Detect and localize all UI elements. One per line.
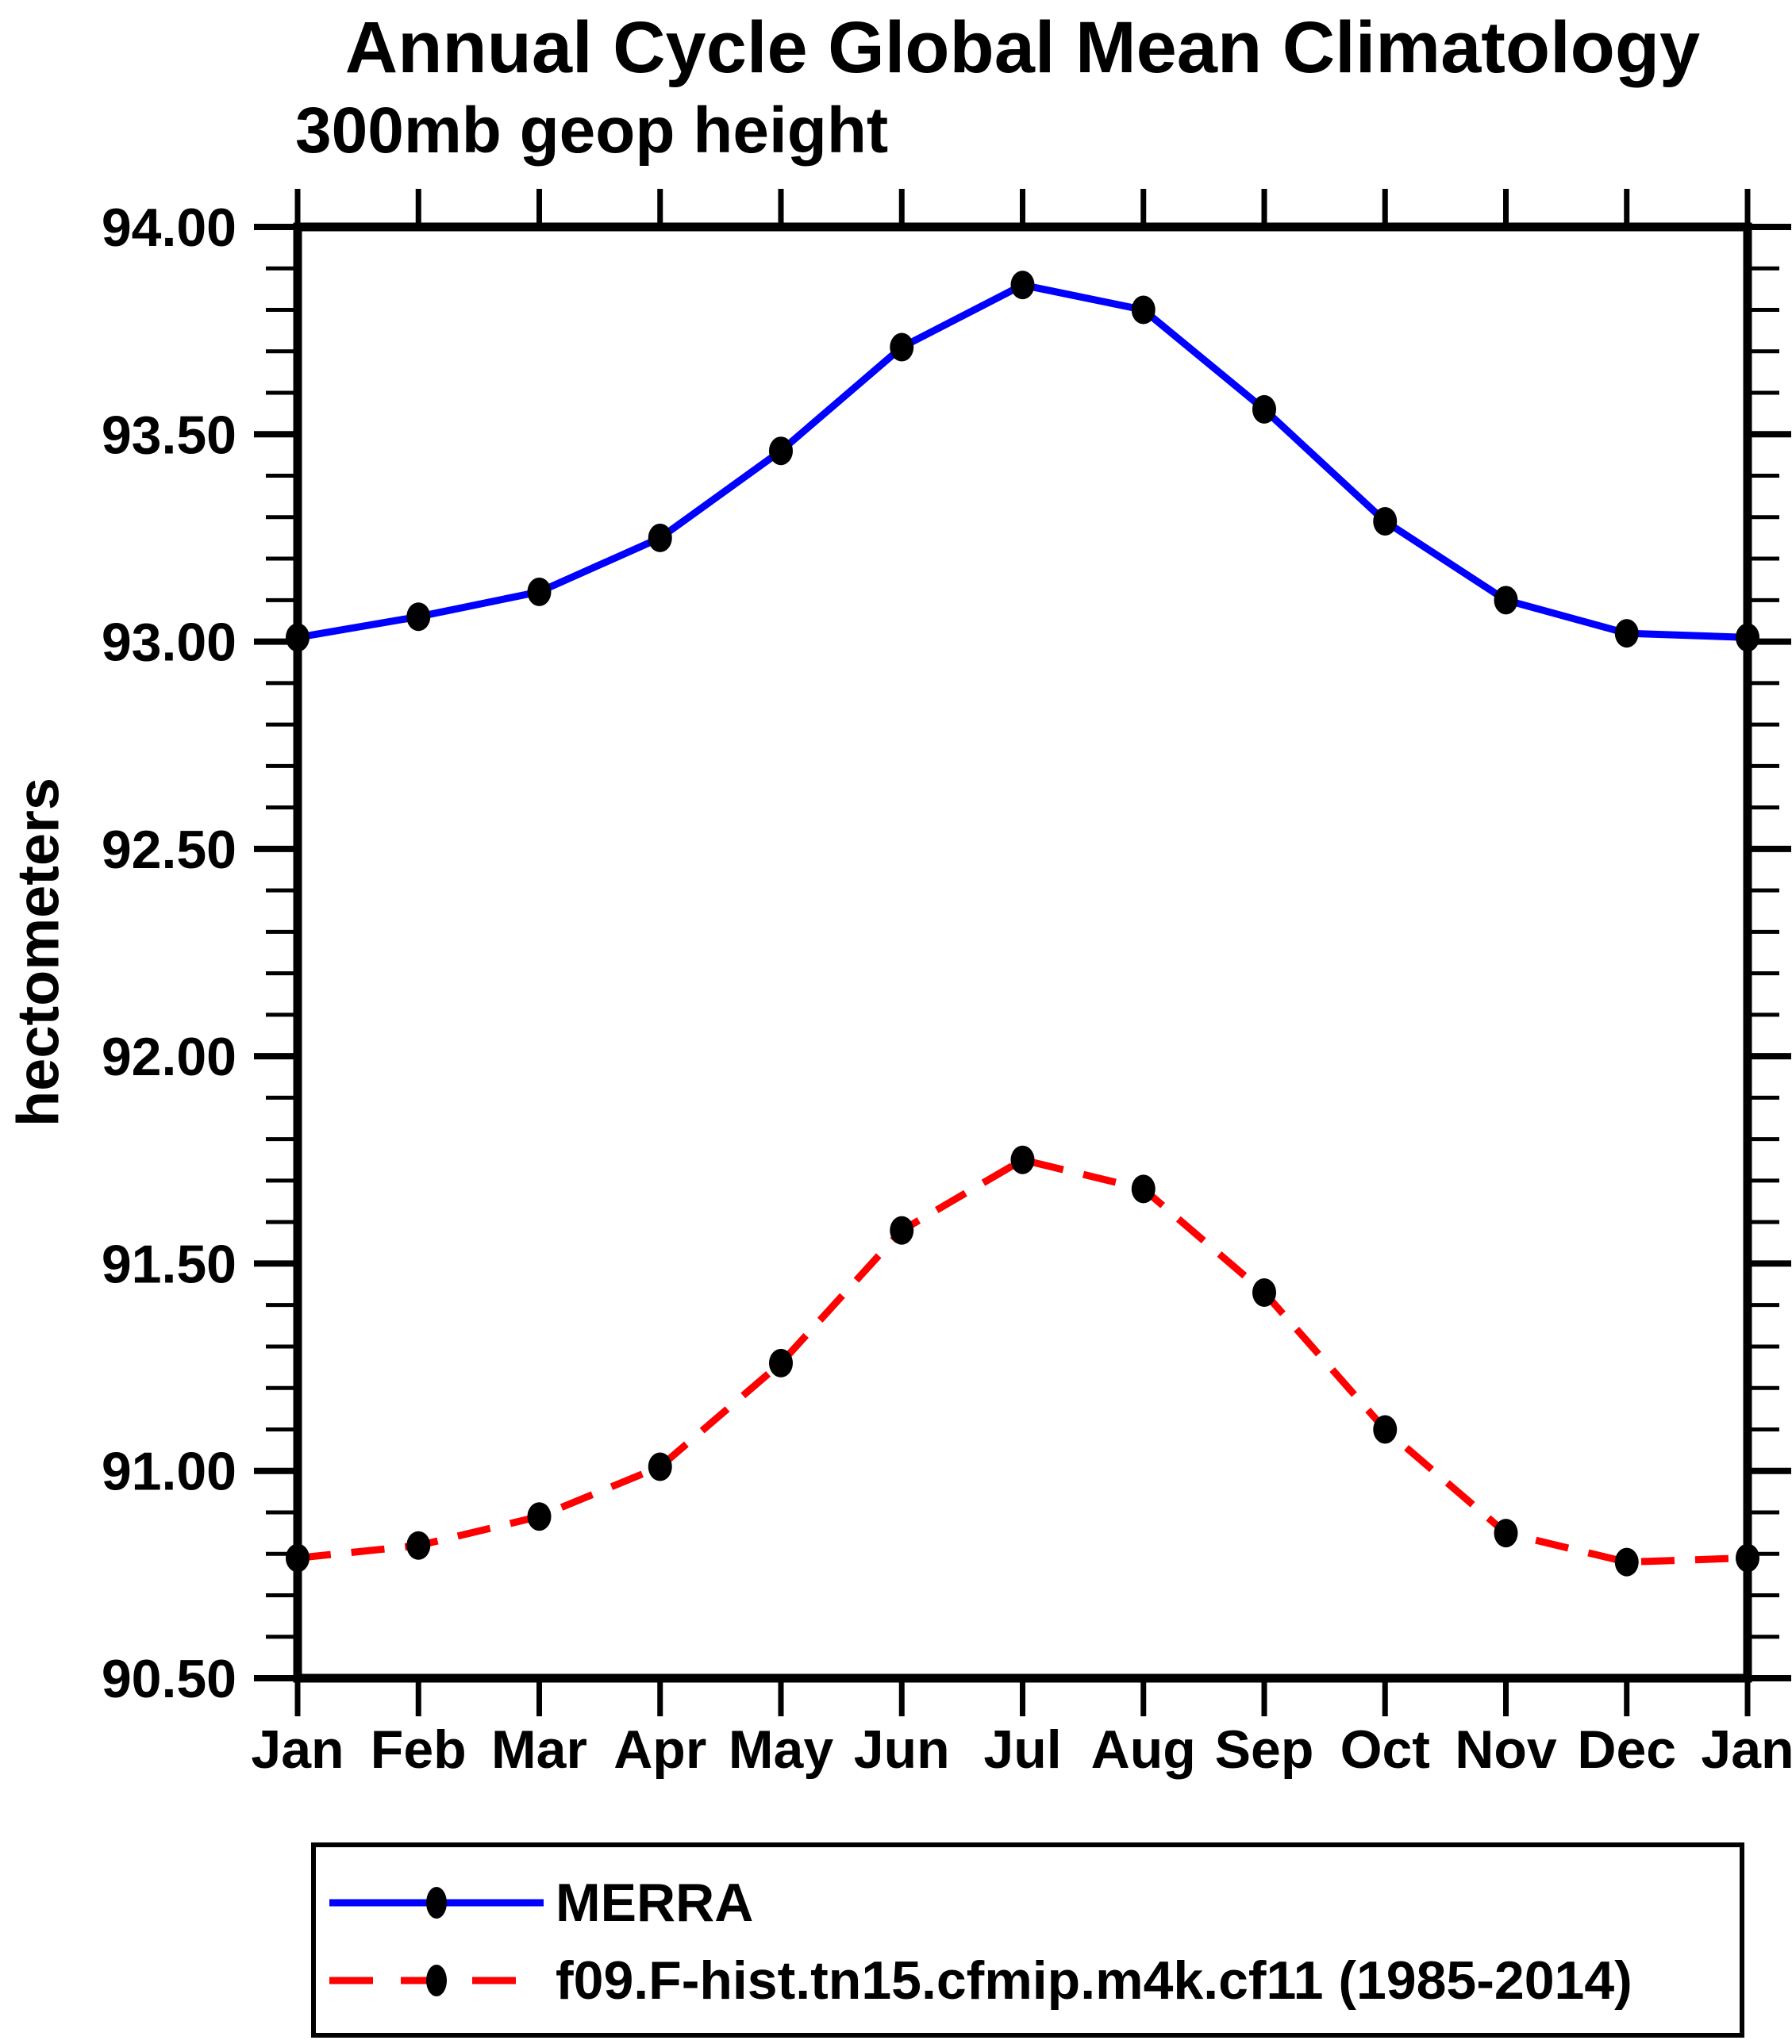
data-point-marker [1614,1547,1639,1577]
y-tick-label: 91.00 [102,1442,236,1502]
data-point-marker [648,1452,672,1481]
y-tick-label: 93.00 [102,613,236,673]
x-tick-label: Apr [613,1719,706,1780]
model-line-sample [329,1965,544,1996]
data-point-marker [890,332,914,362]
x-tick-label: Jul [983,1719,1061,1780]
data-point-marker [1252,1278,1276,1308]
legend-entry-merra: MERRA [325,1871,753,1934]
chart-title: Annual Cycle Global Mean Climatology [344,7,1701,88]
x-tick-label: Aug [1091,1719,1196,1780]
data-point-marker [1252,394,1276,424]
legend-label-merra: MERRA [556,1873,754,1933]
model-line [297,1155,1748,1566]
data-point-marker [406,1531,431,1560]
data-point-marker [286,1543,310,1573]
y-tick-label: 91.50 [102,1234,236,1294]
data-point-marker [648,523,672,552]
marker-sample-icon [426,1887,447,1919]
y-tick-label: 92.50 [102,820,236,880]
y-tick-label: 90.50 [102,1649,236,1709]
legend-entry-model: f09.F-hist.tn15.cfmip.m4k.cf11 (1985-201… [325,1949,1632,2012]
legend-box: MERRA f09.F-hist.tn15.cfmip.m4k.cf11 (19… [311,1842,1744,2038]
y-tick-label: 92.00 [102,1027,236,1087]
data-point-marker [1494,1519,1518,1548]
plot-frame [293,222,1752,1683]
merra-line [297,281,1748,641]
y-tick-label: 93.50 [102,405,236,465]
data-point-marker [1494,586,1518,615]
x-tick-label: Dec [1577,1719,1676,1780]
data-point-marker [1736,623,1759,652]
x-tick-label: Feb [371,1719,467,1780]
legend-label-model: f09.F-hist.tn15.cfmip.m4k.cf11 (1985-201… [556,1950,1632,2011]
data-point-marker [890,1216,914,1245]
x-tick-label: Nov [1455,1719,1557,1780]
data-point-marker [769,436,793,466]
chart-subtitle: 300mb geop height [295,94,889,167]
x-tick-label: Jan [1701,1719,1792,1780]
x-tick-label: Jan [251,1719,344,1780]
data-point-marker [1373,1415,1398,1444]
x-tick-label: Oct [1340,1719,1430,1780]
data-point-marker [406,602,431,632]
data-point-marker [1010,271,1035,300]
merra-line-sample [329,1887,544,1919]
data-point-marker [1736,1543,1759,1573]
data-point-marker [527,577,552,606]
data-point-marker [1373,507,1398,536]
y-tick-label: 94.00 [102,198,236,258]
x-tick-label: Mar [491,1719,587,1780]
x-tick-label: Sep [1215,1719,1314,1780]
data-point-marker [1614,619,1639,648]
data-point-marker [1010,1145,1035,1174]
data-point-marker [286,623,310,652]
marker-sample-icon [426,1965,447,1996]
data-point-marker [1131,1174,1156,1204]
data-point-marker [1131,295,1156,325]
data-point-marker [769,1348,793,1377]
x-tick-label: May [729,1719,833,1780]
data-point-marker [527,1502,552,1531]
x-tick-label: Jun [854,1719,950,1780]
